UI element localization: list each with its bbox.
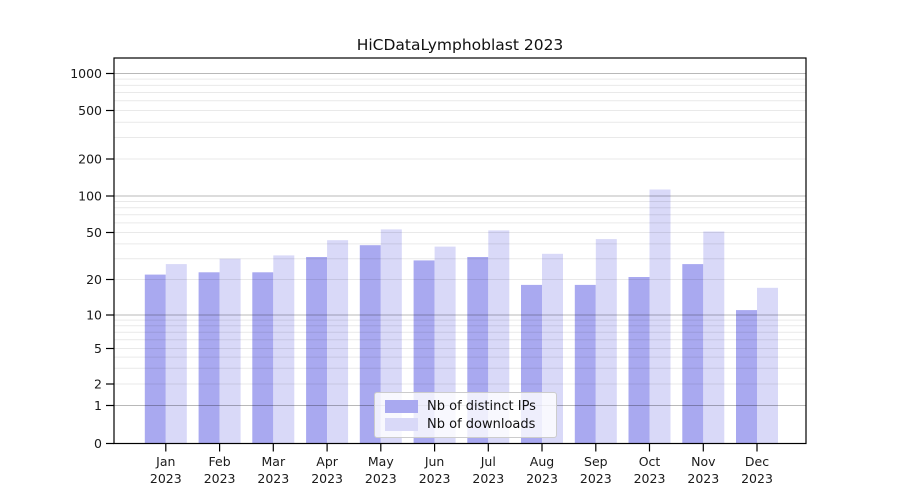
legend-label-downloads: Nb of downloads [427,416,536,432]
bar-nb-of-distinct-ips-apr-2023 [306,257,328,444]
x-tick-label-jun-2023: Jun 2023 [419,454,451,486]
x-tick-label-jan-2023: Jan 2023 [150,454,182,486]
y-tick-label-10: 10 [86,308,102,323]
x-tick-label-mar-2023: Mar 2023 [257,454,289,486]
bar-nb-of-downloads-sep-2023 [595,239,617,444]
bar-nb-of-downloads-oct-2023 [649,189,671,444]
y-tick-label-200: 200 [78,152,102,167]
bar-nb-of-downloads-feb-2023 [219,258,241,444]
bar-nb-of-distinct-ips-oct-2023 [628,277,650,444]
y-tick-label-500: 500 [78,103,102,118]
y-tick-label-0: 0 [94,436,102,451]
chart-title: HiCDataLymphoblast 2023 [356,36,564,54]
bar-nb-of-downloads-may-2023 [380,229,402,444]
x-tick-label-may-2023: May 2023 [365,454,397,486]
legend-item-downloads: Nb of downloads [385,416,556,432]
y-tick-label-2: 2 [94,377,102,392]
y-tick-label-100: 100 [78,189,102,204]
x-tick-label-apr-2023: Apr 2023 [311,454,343,486]
legend-swatch-downloads [385,417,418,431]
x-tick-label-dec-2023: Dec 2023 [741,454,773,486]
x-tick-label-sep-2023: Sep 2023 [580,454,612,486]
bar-nb-of-distinct-ips-nov-2023 [682,264,704,444]
legend-item-distinct-ips: Nb of distinct IPs [385,398,556,414]
bar-nb-of-distinct-ips-jan-2023 [144,274,166,444]
x-tick-label-jul-2023: Jul 2023 [472,454,504,486]
bar-nb-of-downloads-nov-2023 [703,231,725,444]
y-tick-label-1: 1 [94,398,102,413]
bar-nb-of-downloads-dec-2023 [757,287,778,444]
x-tick-label-aug-2023: Aug 2023 [526,454,558,486]
axes-frame [113,57,807,445]
legend-swatch-distinct-ips [385,399,418,413]
y-tick-label-20: 20 [86,272,102,287]
y-tick-label-1000: 1000 [70,66,102,81]
bar-nb-of-downloads-jan-2023 [165,264,187,444]
bar-nb-of-distinct-ips-sep-2023 [574,284,596,444]
bar-nb-of-downloads-apr-2023 [327,240,349,444]
x-tick-label-nov-2023: Nov 2023 [687,454,719,486]
bar-nb-of-distinct-ips-feb-2023 [198,272,220,444]
bar-nb-of-distinct-ips-mar-2023 [252,272,274,444]
x-tick-label-oct-2023: Oct 2023 [634,454,666,486]
legend: Nb of distinct IPs Nb of downloads [374,392,557,438]
y-tick-label-50: 50 [86,225,102,240]
legend-label-distinct-ips: Nb of distinct IPs [427,398,536,414]
bar-nb-of-downloads-mar-2023 [273,255,295,444]
y-tick-label-5: 5 [94,341,102,356]
bar-nb-of-downloads-jul-2023 [488,230,510,444]
x-tick-label-feb-2023: Feb 2023 [204,454,236,486]
bar-nb-of-distinct-ips-dec-2023 [736,310,757,444]
